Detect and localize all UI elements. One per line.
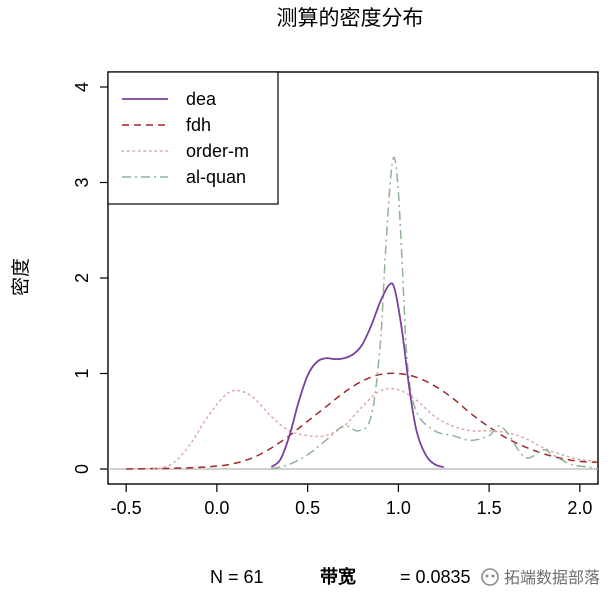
footer-bandwidth-value: = 0.0835 (400, 567, 471, 587)
y-tick-label-group: 1 (72, 368, 92, 378)
y-tick-label: 2 (72, 273, 92, 283)
watermark-logo-icon (481, 568, 499, 586)
y-tick-label: 4 (72, 82, 92, 92)
y-tick-label-group: 0 (72, 464, 92, 474)
legend-label-al-quan: al-quan (186, 167, 246, 187)
series-line-al-quan (271, 156, 598, 470)
x-tick-label: 1.5 (477, 498, 502, 518)
footer-n-label: N = 61 (210, 567, 264, 587)
legend-items: dea fdh order-m al-quan (121, 89, 249, 187)
legend-label-dea: dea (186, 89, 217, 109)
x-tick-label: 1.0 (386, 498, 411, 518)
x-axis: -0.5 0.0 0.5 1.0 1.5 2.0 (111, 484, 592, 518)
watermark-text: 拓端数据部落 (504, 568, 600, 587)
y-tick-label-group: 4 (72, 82, 92, 92)
series-line-fdh (126, 372, 598, 470)
y-axis-label-group: 密度 (10, 258, 32, 296)
watermark-backdrop (478, 562, 612, 594)
y-tick-label: 1 (72, 368, 92, 378)
footer-bandwidth-label: 带宽 (320, 566, 356, 588)
series-layer (126, 156, 598, 470)
y-tick-label: 3 (72, 177, 92, 187)
footer: N = 61 带宽 = 0.0835 (210, 566, 471, 588)
legend-label-fdh: fdh (186, 115, 211, 135)
y-axis-label: 密度 (10, 258, 32, 296)
x-tick-label: -0.5 (111, 498, 142, 518)
x-tick-label: 0.0 (204, 498, 229, 518)
y-tick-label-group: 2 (72, 273, 92, 283)
legend-box (107, 71, 279, 205)
legend: dea fdh order-m al-quan (107, 71, 279, 205)
x-tick-label: 0.5 (295, 498, 320, 518)
series-line-dea (270, 282, 445, 468)
y-tick-label: 0 (72, 464, 92, 474)
y-axis: 0 1 2 3 4 (72, 82, 108, 474)
chart-title: 测算的密度分布 (277, 6, 424, 30)
legend-label-order-m: order-m (186, 141, 249, 161)
series-line-order-m (152, 387, 598, 470)
y-tick-label-group: 3 (72, 177, 92, 187)
plot-region (107, 71, 599, 485)
watermark: 拓端数据部落 (478, 562, 612, 594)
x-tick-label: 2.0 (567, 498, 592, 518)
